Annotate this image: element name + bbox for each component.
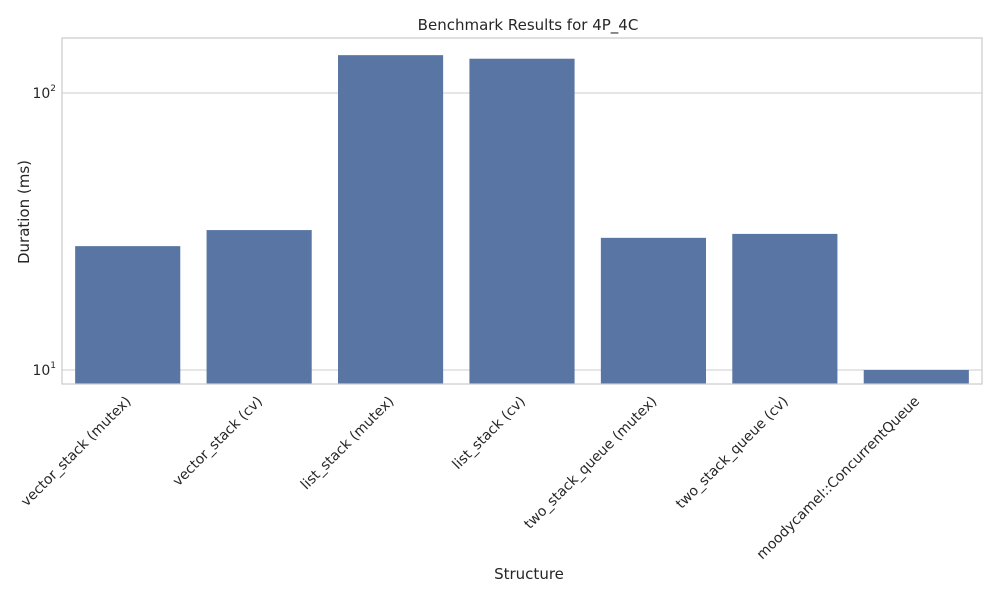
bar <box>338 55 444 385</box>
bar <box>75 246 181 384</box>
y-tick-labels: 101 102 <box>32 84 56 379</box>
bar <box>206 230 312 384</box>
x-tick-labels: vector_stack (mutex) vector_stack (cv) lis… <box>18 394 923 563</box>
bar <box>469 58 575 385</box>
x-tick-label: two_stack_queue (cv) <box>673 394 792 513</box>
x-tick-label: vector_stack (cv) <box>170 394 266 490</box>
x-axis-label: Structure <box>494 565 564 583</box>
x-tick-label: list_stack (cv) <box>450 394 529 473</box>
bars-layer <box>75 55 969 385</box>
y-axis-label: Duration (ms) <box>15 160 33 264</box>
plot-frame <box>61 37 983 385</box>
x-tick-label: two_stack_queue (mutex) <box>521 394 660 533</box>
bar <box>863 369 969 384</box>
x-tick-label: list_stack (mutex) <box>298 394 398 494</box>
x-tick-label: moodycamel::ConcurrentQueue <box>754 394 923 563</box>
chart-title: Benchmark Results for 4P_4C <box>418 16 639 35</box>
y-tick-label: 102 <box>32 84 56 102</box>
bar <box>732 233 838 384</box>
bar <box>600 237 706 384</box>
y-tick-label: 101 <box>32 361 56 379</box>
x-tick-label: vector_stack (mutex) <box>18 394 134 510</box>
